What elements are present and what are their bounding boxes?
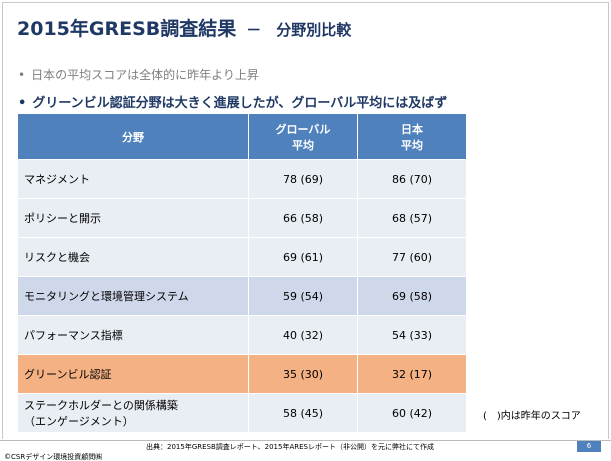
table-row: ポリシーと開示 66 (58) 68 (57) <box>17 198 467 238</box>
label-cell: パフォーマンス指標 <box>17 315 249 355</box>
table-row: マネジメント 78 (69) 86 (70) <box>17 159 467 199</box>
cell-line: 日本 <box>401 122 423 136</box>
bullet: • 日本の平均スコアは全体的に昨年より上昇 <box>18 68 259 82</box>
cell-line: マネジメント <box>24 173 90 186</box>
table-row: ステークホルダーとの関係構築 （エンゲージメント） 58 (45) 60 (42) <box>17 393 467 433</box>
bullet-text: 日本の平均スコアは全体的に昨年より上昇 <box>31 68 259 82</box>
japan-cell: 60 (42) <box>357 393 467 433</box>
table-row: グリーンビル認証 35 (30) 32 (17) <box>17 354 467 394</box>
frame <box>2 2 609 439</box>
cell-line: リスクと機会 <box>24 251 90 264</box>
japan-cell: 86 (70) <box>357 159 467 199</box>
label-cell: ポリシーと開示 <box>17 198 249 238</box>
label-cell: モニタリングと環境管理システム <box>17 276 249 316</box>
global-cell: 66 (58) <box>248 198 358 238</box>
japan-cell: 32 (17) <box>357 354 467 394</box>
cell-line: モニタリングと環境管理システム <box>24 290 189 303</box>
copyright: ©CSRデザイン環境投資顧問㈱ <box>4 453 103 461</box>
japan-cell: 69 (58) <box>357 276 467 316</box>
title-sub: － 分野別比較 <box>246 21 352 39</box>
label-cell: ステークホルダーとの関係構築 （エンゲージメント） <box>17 393 249 433</box>
japan-cell: 77 (60) <box>357 237 467 277</box>
header-cell: グローバル 平均 <box>248 113 358 160</box>
cell-line: パフォーマンス指標 <box>24 329 123 342</box>
table-row: リスクと機会 69 (61) 77 (60) <box>17 237 467 277</box>
source: 出典：2015年GRESB調査レポート、2015年ARESレポート（非公開）を元… <box>146 443 434 451</box>
header-row: 分野 グローバル 平均 日本 平均 <box>17 113 467 160</box>
cell-line: グリーンビル認証 <box>24 368 112 381</box>
label-cell: グリーンビル認証 <box>17 354 249 394</box>
global-cell: 35 (30) <box>248 354 358 394</box>
japan-cell: 54 (33) <box>357 315 467 355</box>
page-number: 6 <box>577 441 601 452</box>
bullet: • グリーンビル認証分野は大きく進展したが、グローバル平均には及ばず <box>18 96 448 111</box>
bullet-text: グリーンビル認証分野は大きく進展したが、グローバル平均には及ばず <box>32 96 448 111</box>
table-row: モニタリングと環境管理システム 59 (54) 69 (58) <box>17 276 467 316</box>
table-row: パフォーマンス指標 40 (32) 54 (33) <box>17 315 467 355</box>
title: 2015年GRESB調査結果 － 分野別比較 <box>17 14 351 41</box>
footer-line <box>0 440 611 441</box>
cell-line: ポリシーと開示 <box>24 212 101 225</box>
header-cell: 分野 <box>17 113 249 160</box>
cell-line: グローバル <box>275 122 331 136</box>
global-cell: 58 (45) <box>248 393 358 433</box>
label-cell: マネジメント <box>17 159 249 199</box>
cell-line: ステークホルダーとの関係構築 <box>24 399 178 412</box>
cell-line: 分野 <box>122 130 144 144</box>
japan-cell: 68 (57) <box>357 198 467 238</box>
title-main: 2015年GRESB調査結果 <box>17 18 237 40</box>
global-cell: 78 (69) <box>248 159 358 199</box>
score-table: 分野 グローバル 平均 日本 平均 マネジメント 78 (69) 86 (70) ポリシーと開… <box>17 113 467 433</box>
header-cell: 日本 平均 <box>357 113 467 160</box>
cell-line: （エンゲージメント） <box>24 415 134 428</box>
global-cell: 40 (32) <box>248 315 358 355</box>
label-cell: リスクと機会 <box>17 237 249 277</box>
note: ( )内は昨年のスコア <box>483 411 581 422</box>
cell-line: 平均 <box>292 138 314 152</box>
table-body: マネジメント 78 (69) 86 (70) ポリシーと開示 66 (58) 68 (57… <box>17 159 467 433</box>
global-cell: 59 (54) <box>248 276 358 316</box>
cell-line: 平均 <box>401 138 423 152</box>
global-cell: 69 (61) <box>248 237 358 277</box>
